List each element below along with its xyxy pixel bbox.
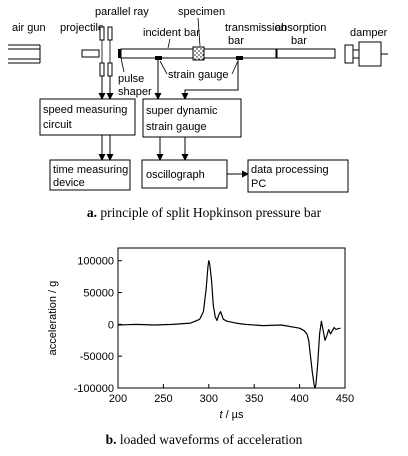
data-processing-box (247, 159, 349, 193)
pulse-shaper-label-line1: pulse (118, 73, 144, 85)
y-tick-label: 100000 (77, 256, 114, 268)
super-dynamic-label-line1: super dynamic (146, 105, 218, 117)
y-axis-label: acceleration / g (47, 281, 59, 356)
x-axis-label: t / µs (219, 409, 244, 421)
air-gun-label: air gun (12, 22, 46, 34)
x-tick-label: 300 (200, 393, 218, 405)
parallel-ray-receiver-2 (107, 62, 113, 77)
y-axis-ticks: 100000 50000 0 -50000 -100000 (74, 256, 122, 395)
shpb-diagram: air gun projectile parallel ray specimen… (8, 6, 388, 193)
strain-gauge-leader-right (231, 60, 239, 75)
x-axis-ticks: 200 250 300 350 400 450 (109, 384, 354, 405)
data-processing-label-line2: PC (251, 178, 266, 190)
y-tick-label: 50000 (83, 288, 114, 300)
super-dynamic-box (142, 98, 242, 138)
damper-label: damper (350, 27, 388, 39)
damper (344, 41, 388, 67)
strain-gauge-incident (155, 56, 162, 60)
y-tick-label: 0 (108, 319, 114, 331)
y-tick-label: -100000 (74, 383, 114, 395)
x-tick-label: 200 (109, 393, 127, 405)
parallel-ray-emitter-1 (99, 26, 105, 41)
caption-a: a. principle of split Hopkinson pressure… (0, 205, 408, 221)
arrow-gauge-transmission (181, 60, 239, 100)
parallel-ray-receiver-1 (99, 62, 105, 77)
absorption-bar (276, 48, 336, 59)
incident-bar-label: incident bar (143, 27, 200, 39)
speed-measuring-box (39, 98, 136, 136)
x-tick-label: 450 (336, 393, 354, 405)
specimen (192, 46, 205, 61)
acceleration-chart: 100000 50000 0 -50000 -100000 200 250 300 350 40… (47, 247, 354, 421)
time-measuring-label-line2: device (53, 177, 85, 189)
x-axis-label-unit: / µs (223, 409, 245, 421)
x-tick-label: 350 (245, 393, 263, 405)
air-gun (8, 44, 41, 64)
x-axis-label-symbol: t (219, 409, 223, 421)
speed-measuring-label-line1: speed measuring (43, 104, 127, 116)
caption-b: b. loaded waveforms of acceleration (0, 432, 408, 448)
super-dynamic-label-line2: strain gauge (146, 121, 207, 133)
parallel-ray-label: parallel ray (95, 6, 149, 18)
x-tick-label: 400 (290, 393, 308, 405)
strain-gauge-transmission (236, 56, 243, 60)
transmission-bar-label-line2: bar (228, 35, 244, 47)
x-tick-label: 250 (154, 393, 172, 405)
caption-a-text: principle of split Hopkinson pressure ba… (100, 205, 322, 220)
absorption-bar-label-line1: absorption (275, 22, 326, 34)
caption-b-letter: b. (105, 432, 117, 447)
transmission-bar-label-line1: transmission (225, 22, 287, 34)
caption-b-text: loaded waveforms of acceleration (119, 432, 303, 447)
acceleration-waveform-line (117, 260, 341, 389)
specimen-label: specimen (178, 6, 225, 18)
speed-measuring-label-line2: circuit (43, 119, 72, 131)
caption-a-letter: a. (86, 205, 97, 220)
pulse-shaper (118, 49, 121, 58)
oscillograph-label: oscillograph (146, 169, 205, 181)
strain-gauge-leader-left (159, 60, 168, 75)
data-processing-label-line1: data processing (251, 164, 329, 176)
incident-bar-leader (167, 38, 171, 49)
time-measuring-label-line1: time measuring (53, 164, 128, 176)
parallel-ray-emitter-2 (107, 26, 113, 41)
pulse-shaper-leader (120, 57, 125, 73)
pulse-shaper-label-line2: shaper (118, 86, 152, 98)
projectile (81, 49, 100, 58)
absorption-bar-label-line2: bar (291, 35, 307, 47)
specimen-leader (197, 17, 201, 47)
time-measuring-box (49, 159, 131, 191)
strain-gauge-label: strain gauge (168, 69, 229, 81)
plot-frame (117, 247, 346, 389)
y-tick-label: -50000 (80, 351, 114, 363)
projectile-label: projectile (60, 22, 104, 34)
